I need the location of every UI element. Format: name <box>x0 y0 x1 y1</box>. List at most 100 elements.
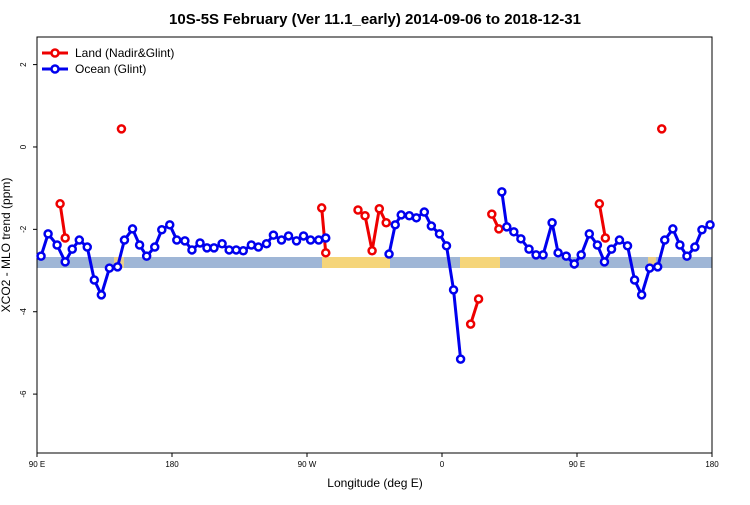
legend-label: Ocean (Glint) <box>75 62 146 76</box>
data-point <box>217 239 227 249</box>
plot-frame <box>36 36 713 454</box>
data-point <box>195 238 205 248</box>
data-point <box>316 203 327 213</box>
data-point <box>384 249 394 259</box>
data-point <box>67 244 77 254</box>
x-tick-label: 180 <box>705 460 719 469</box>
data-point <box>419 207 430 217</box>
data-point <box>165 220 175 230</box>
data-point <box>74 235 85 245</box>
data-point <box>374 204 385 214</box>
data-point <box>448 285 459 295</box>
data-point <box>390 220 400 230</box>
data-point <box>276 235 287 245</box>
data-point <box>584 229 595 239</box>
x-axis-label: Longitude (deg E) <box>327 476 422 490</box>
data-point <box>606 244 617 254</box>
data-point <box>682 251 692 261</box>
x-tick-label: 90 E <box>569 460 585 469</box>
data-point <box>36 251 46 261</box>
data-point <box>396 210 406 220</box>
data-point <box>52 240 62 250</box>
data-point <box>104 263 115 273</box>
data-point <box>209 243 219 253</box>
data-point <box>538 250 548 260</box>
land-strip <box>648 257 656 268</box>
y-tick-label: -4 <box>19 308 28 316</box>
data-point <box>675 240 685 250</box>
data-point <box>657 124 667 134</box>
data-point <box>594 199 605 209</box>
data-point <box>629 275 640 285</box>
data-point <box>509 227 519 237</box>
legend-marker <box>50 48 60 58</box>
data-point <box>497 187 507 197</box>
series-line <box>597 203 607 239</box>
y-tick-label: -2 <box>19 225 28 233</box>
data-point <box>291 236 302 246</box>
legend-label: Land (Nadir&Glint) <box>75 46 174 60</box>
data-point <box>127 224 138 234</box>
data-point <box>360 211 370 221</box>
data-point <box>187 245 197 255</box>
legend-marker <box>50 64 60 74</box>
data-point <box>112 262 123 272</box>
data-point <box>502 222 512 232</box>
land-strip <box>322 257 390 268</box>
data-point <box>473 294 484 304</box>
data-point <box>268 230 279 240</box>
data-point <box>60 257 70 267</box>
data-point <box>600 233 611 243</box>
data-point <box>321 248 331 258</box>
data-point <box>516 234 526 244</box>
data-point <box>652 262 663 272</box>
land-strip <box>460 257 500 268</box>
data-point <box>141 251 152 261</box>
y-tick-label: 2 <box>19 62 28 67</box>
data-point <box>592 240 603 250</box>
data-point <box>367 246 377 256</box>
chart-title: 10S-5S February (Ver 11.1_early) 2014-09… <box>169 11 581 28</box>
data-point <box>668 224 678 234</box>
data-point <box>645 263 655 273</box>
data-point <box>238 246 248 256</box>
data-point <box>622 241 633 251</box>
data-point <box>599 257 610 267</box>
data-point <box>353 205 363 215</box>
data-point <box>134 240 145 250</box>
data-point <box>261 239 272 249</box>
data-point <box>576 250 586 260</box>
data-point <box>96 290 107 300</box>
surface-strip <box>37 257 712 268</box>
data-point <box>434 229 445 239</box>
data-point <box>547 218 557 228</box>
data-point <box>82 242 92 252</box>
data-point <box>119 235 130 245</box>
data-point <box>465 319 476 329</box>
data-point <box>660 235 670 245</box>
data-point <box>569 259 580 269</box>
data-point <box>150 242 160 252</box>
data-point <box>494 224 504 234</box>
y-tick-label: 0 <box>19 144 28 149</box>
data-point <box>172 235 182 245</box>
data-point <box>705 220 715 230</box>
data-point <box>381 218 391 228</box>
series-line <box>58 203 67 239</box>
data-point <box>614 235 625 245</box>
data-point <box>426 221 437 231</box>
data-point <box>89 275 100 285</box>
data-point <box>411 213 422 223</box>
data-point <box>636 290 647 300</box>
y-axis-label: XCO2 - MLO trend (ppm) <box>0 178 13 313</box>
data-point <box>116 124 127 134</box>
series-line <box>320 207 328 253</box>
data-point <box>690 242 700 252</box>
data-point <box>283 231 294 241</box>
data-point <box>487 209 497 219</box>
data-point <box>60 233 70 243</box>
data-point <box>298 231 309 241</box>
data-point <box>305 235 316 245</box>
data-point <box>253 242 264 252</box>
